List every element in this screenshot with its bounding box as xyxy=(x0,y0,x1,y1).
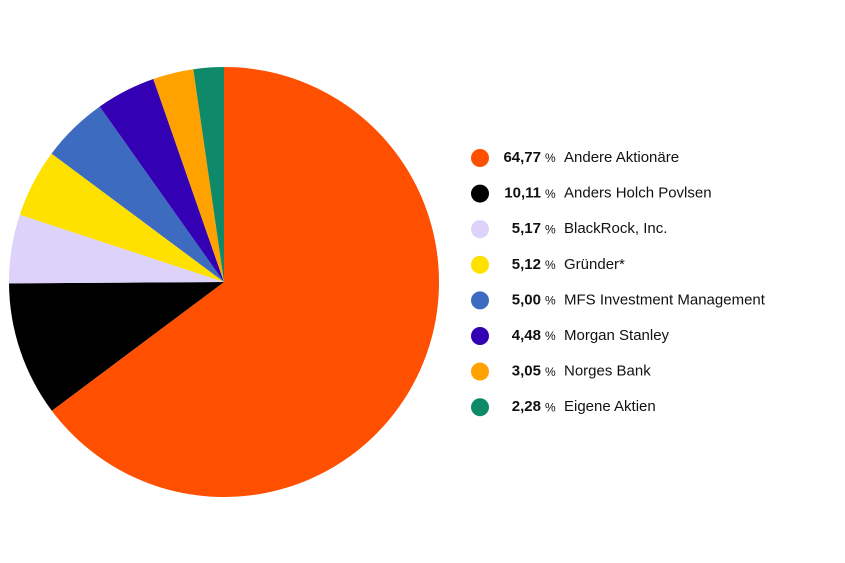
legend-marker xyxy=(471,255,489,274)
legend-unit: % xyxy=(545,365,556,379)
legend-unit: % xyxy=(545,400,556,414)
legend-marker xyxy=(471,184,489,203)
legend-marker xyxy=(471,362,489,381)
legend-value: 5,00 xyxy=(512,291,541,308)
legend-unit: % xyxy=(545,151,556,165)
legend-value: 64,77 xyxy=(503,149,541,166)
legend-label: Norges Bank xyxy=(564,363,651,380)
legend-marker xyxy=(471,149,489,167)
legend-unit: % xyxy=(545,187,556,201)
legend-label: MFS Investment Management xyxy=(564,291,766,308)
legend-label: Eigene Aktien xyxy=(564,398,656,415)
legend-value: 10,11 xyxy=(504,185,541,202)
legend-marker xyxy=(471,327,489,345)
legend-unit: % xyxy=(545,222,556,236)
legend-label: Anders Holch Povlsen xyxy=(564,185,712,202)
legend-marker xyxy=(471,291,489,310)
pie-slice xyxy=(99,78,224,283)
legend-label: BlackRock, Inc. xyxy=(564,220,667,237)
pie-slice xyxy=(9,214,225,284)
pie-slice xyxy=(51,67,440,497)
legend-unit: % xyxy=(545,294,556,308)
legend-marker xyxy=(471,398,489,417)
pie-slice xyxy=(153,69,224,282)
legend-label: Gründer* xyxy=(564,256,625,273)
pie-slice xyxy=(9,282,224,411)
pie-slice xyxy=(193,67,224,282)
legend-marker xyxy=(471,220,489,239)
legend-value: 5,17 xyxy=(512,220,541,237)
legend-label: Morgan Stanley xyxy=(564,327,670,344)
legend-value: 2,28 xyxy=(512,398,541,415)
legend-unit: % xyxy=(545,258,556,272)
legend-label: Andere Aktionäre xyxy=(564,149,679,166)
legend-value: 3,05 xyxy=(512,363,541,380)
pie-slice xyxy=(51,106,224,282)
pie-slice xyxy=(19,153,225,282)
legend-value: 4,48 xyxy=(512,327,541,344)
legend-unit: % xyxy=(545,329,556,343)
legend-value: 5,12 xyxy=(512,256,541,273)
